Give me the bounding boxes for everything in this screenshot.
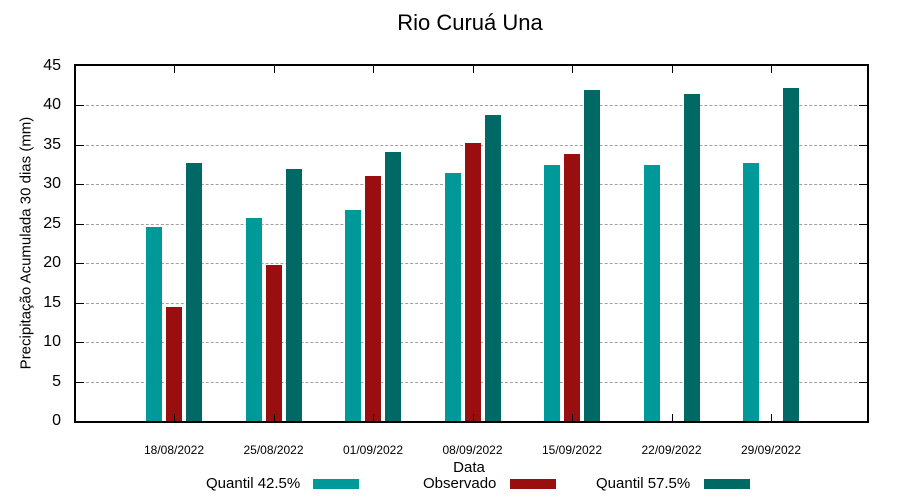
bar — [544, 165, 560, 421]
bar — [584, 89, 600, 421]
bar — [743, 163, 759, 421]
legend-label: Quantil 57.5% — [596, 475, 691, 492]
bar — [146, 226, 162, 421]
bar — [444, 172, 461, 421]
y-tick-label: 35 — [43, 135, 61, 153]
y-tick-mark — [859, 184, 867, 186]
x-tick-mark — [771, 66, 772, 73]
y-tick-mark — [859, 381, 867, 383]
x-tick-mark — [273, 414, 275, 421]
x-tick-label: 29/09/2022 — [740, 443, 802, 457]
bar — [245, 218, 262, 421]
bar — [643, 165, 660, 421]
legend-swatch — [313, 478, 360, 489]
y-tick-mark — [859, 223, 867, 225]
bar — [564, 153, 580, 421]
x-tick-mark — [373, 414, 374, 421]
y-tick-mark — [859, 263, 867, 265]
x-tick-label: 15/09/2022 — [541, 443, 603, 457]
y-tick-mark — [859, 302, 867, 304]
x-tick-mark — [373, 66, 374, 73]
x-tick-mark — [671, 414, 673, 421]
legend-item-observado: Observado — [423, 475, 557, 492]
bar — [166, 307, 182, 421]
x-tick-mark — [472, 414, 474, 421]
x-tick-label: 08/09/2022 — [442, 443, 503, 457]
x-tick-mark — [572, 414, 573, 421]
x-axis-label: Data — [453, 459, 485, 476]
y-tick-label: 25 — [43, 214, 61, 232]
y-tick-label: 30 — [43, 175, 61, 193]
y-tick-mark — [76, 263, 84, 265]
bar — [783, 88, 799, 421]
y-axis-label: Precipitação Acumulada 30 dias (mm) — [17, 116, 35, 370]
y-tick-mark — [76, 302, 84, 304]
legend-item-quantil-57: Quantil 57.5% — [596, 475, 751, 492]
legend-swatch — [510, 478, 557, 489]
y-tick-mark — [859, 105, 867, 107]
y-tick-mark — [76, 184, 84, 186]
y-tick-label: 10 — [43, 333, 61, 351]
x-tick-mark — [273, 66, 275, 73]
x-tick-mark — [472, 66, 474, 73]
legend-label: Quantil 42.5% — [206, 475, 301, 492]
chart-title: Rio Curuá Una — [397, 10, 543, 35]
y-tick-mark — [859, 342, 867, 344]
y-tick-mark — [76, 342, 84, 344]
bar — [464, 142, 481, 421]
y-tick-label: 5 — [52, 372, 61, 390]
y-tick-mark — [76, 381, 84, 383]
bar — [345, 210, 361, 421]
y-tick-mark — [76, 223, 84, 225]
x-tick-label: 25/08/2022 — [243, 443, 304, 457]
y-tick-label: 40 — [43, 96, 61, 114]
bar — [365, 175, 381, 421]
bar — [186, 163, 202, 421]
y-tick-label: 15 — [43, 293, 61, 311]
bar — [683, 94, 700, 421]
x-tick-mark — [174, 66, 175, 73]
x-tick-label: 18/08/2022 — [143, 443, 205, 457]
gridline — [76, 105, 867, 107]
x-tick-mark — [771, 414, 772, 421]
y-tick-label: 45 — [43, 57, 61, 74]
y-tick-label: 20 — [43, 254, 61, 272]
bar — [385, 152, 401, 421]
x-tick-mark — [671, 66, 673, 73]
bar — [285, 169, 302, 421]
y-tick-label: 0 — [52, 412, 61, 429]
x-tick-label: 01/09/2022 — [342, 443, 404, 457]
x-tick-label: 22/09/2022 — [641, 443, 702, 457]
bar — [265, 264, 282, 421]
legend-swatch — [704, 478, 751, 489]
x-tick-mark — [174, 414, 175, 421]
legend-item-quantil-42: Quantil 42.5% — [206, 475, 360, 492]
bar — [484, 114, 501, 421]
y-tick-mark — [859, 144, 867, 146]
legend-label: Observado — [423, 475, 497, 492]
plot-area — [74, 64, 869, 423]
y-tick-mark — [76, 144, 84, 146]
y-tick-mark — [76, 105, 84, 107]
x-tick-mark — [572, 66, 573, 73]
